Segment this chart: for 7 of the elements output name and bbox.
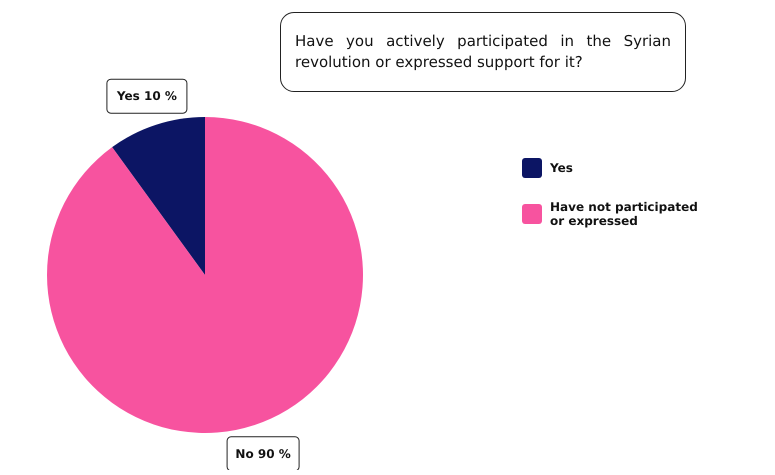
pie-slice — [47, 117, 363, 433]
data-label: Yes 10 % — [116, 89, 177, 104]
legend-label: Have not participated or expressed — [550, 200, 698, 228]
chart-title: Have you actively participated in the Syrian revolution or expressed support for it? — [280, 12, 686, 92]
pie-slice — [112, 117, 205, 275]
data-label: No 90 % — [235, 446, 291, 461]
legend-label: Yes — [549, 161, 573, 175]
